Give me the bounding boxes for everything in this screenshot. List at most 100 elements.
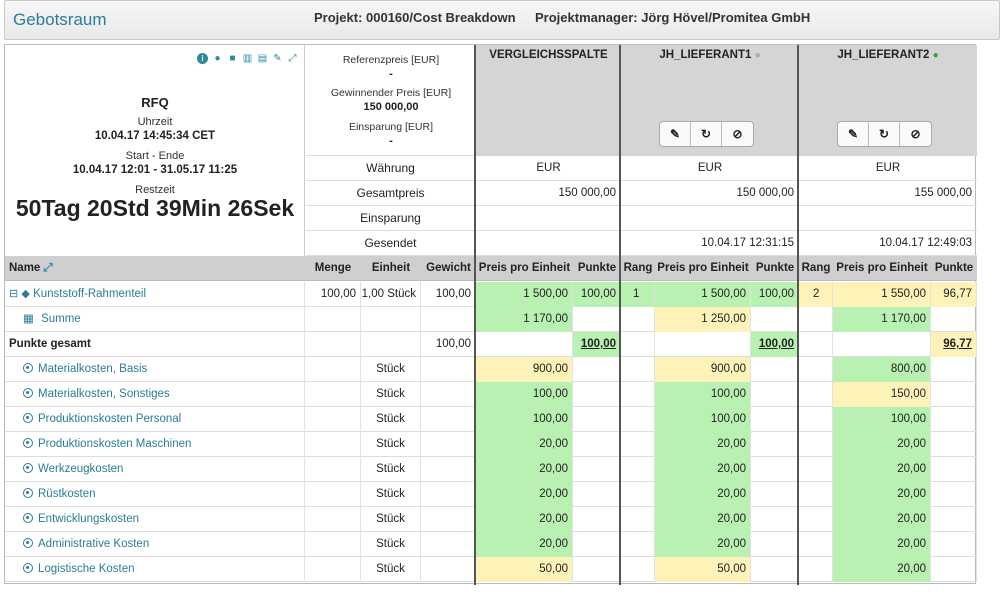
item-name-cell[interactable]: Werkzeugkosten: [5, 457, 305, 482]
edit-icon[interactable]: ✎: [838, 122, 869, 146]
empty-cell: [621, 407, 655, 432]
empty-cell: [799, 482, 833, 507]
main-item-name[interactable]: Kunststoff-Rahmenteil: [33, 288, 147, 300]
empty-cell: [421, 432, 476, 457]
savings-row-label: Einsparung: [306, 206, 476, 231]
item-name[interactable]: Entwicklungskosten: [38, 513, 139, 525]
empty-cell: [621, 357, 655, 382]
item-s2-price: 20,00: [833, 457, 931, 482]
bidding-room-panel: i ● ■ ▥ ▤ ✎ ⤢ RFQ Uhrzeit 10.04.17 14:45…: [4, 44, 977, 585]
supplier2-rank-header: Rang: [801, 262, 831, 274]
savings-value: -: [389, 135, 393, 147]
expand-circle-icon[interactable]: [23, 413, 33, 423]
supplier1-ppe-header: Preis pro Einheit: [657, 262, 749, 274]
compare-points-header: Punkte: [577, 262, 617, 274]
item-compare-price: 20,00: [476, 482, 573, 507]
item-compare-price: 20,00: [476, 432, 573, 457]
item-einheit: Stück: [361, 557, 421, 582]
cancel-icon[interactable]: ⊘: [910, 127, 921, 141]
empty-cell: [931, 557, 977, 582]
expand-circle-icon[interactable]: [23, 463, 33, 473]
supplier1-rank-header: Rang: [623, 262, 653, 274]
range-label: Start - Ende: [125, 150, 185, 162]
refresh-icon[interactable]: ↻: [691, 122, 722, 146]
item-name[interactable]: Produktionskosten Maschinen: [38, 438, 192, 450]
item-name-cell[interactable]: Entwicklungskosten: [5, 507, 305, 532]
main-item-cell[interactable]: ⊟ ◆ Kunststoff-Rahmenteil: [5, 282, 305, 307]
item-compare-price: 20,00: [476, 507, 573, 532]
item-name-cell[interactable]: Administrative Kosten: [5, 532, 305, 557]
empty-cell: [573, 407, 621, 432]
item-name[interactable]: Produktionskosten Personal: [38, 413, 182, 425]
expand-circle-icon[interactable]: [23, 563, 33, 573]
einheit-column-header: Einheit: [371, 262, 411, 274]
reference-price-label: Referenzpreis [EUR]: [342, 54, 440, 66]
app-title: Gebotsraum: [13, 10, 107, 29]
name-column-header[interactable]: Name ⤢: [9, 256, 53, 281]
empty-cell: [751, 557, 799, 582]
edit-icon[interactable]: ✎: [660, 122, 691, 146]
expand-circle-icon[interactable]: [23, 388, 33, 398]
item-einheit: Stück: [361, 432, 421, 457]
item-name[interactable]: Rüstkosten: [38, 488, 96, 500]
item-name[interactable]: Logistische Kosten: [38, 563, 135, 575]
chart-icon[interactable]: ▥: [242, 52, 253, 64]
main-s2-rank: 2: [799, 282, 833, 307]
main-s2-price: 1 550,00: [833, 282, 931, 307]
table-row: ▦ Summe 1 170,00 1 250,00 1 170,00: [5, 307, 977, 332]
compare-sent: [476, 231, 621, 256]
item-name-cell[interactable]: Produktionskosten Personal: [5, 407, 305, 432]
item-name[interactable]: Werkzeugkosten: [38, 463, 124, 475]
empty-cell: [573, 532, 621, 557]
document-icon[interactable]: ▤: [257, 52, 268, 64]
item-s1-price: 20,00: [655, 482, 751, 507]
item-einheit: Stück: [361, 382, 421, 407]
expand-icon[interactable]: ⤢: [288, 52, 297, 64]
name-header-label: Name: [9, 262, 41, 274]
refresh-icon[interactable]: ↻: [869, 122, 900, 146]
main-einheit: 1,00 Stück: [361, 282, 421, 307]
expand-circle-icon[interactable]: [23, 513, 33, 523]
item-s2-price: 100,00: [833, 407, 931, 432]
sent-label: Gesendet: [306, 231, 476, 256]
expand-circle-icon[interactable]: [23, 363, 33, 373]
empty-cell: [751, 432, 799, 457]
item-compare-price: 50,00: [476, 557, 573, 582]
item-name-cell[interactable]: Produktionskosten Maschinen: [5, 432, 305, 457]
column-divider: [474, 45, 476, 585]
table-row: Administrative Kosten Stück 20,00 20,00 20,0…: [5, 532, 977, 557]
item-name[interactable]: Administrative Kosten: [38, 538, 150, 550]
item-name[interactable]: Materialkosten, Basis: [38, 363, 148, 375]
item-s1-price: 20,00: [655, 457, 751, 482]
cancel-icon[interactable]: ⊘: [732, 127, 743, 141]
expand-circle-icon[interactable]: [23, 438, 33, 448]
chat-icon[interactable]: ●: [214, 52, 221, 64]
empty-cell: [573, 382, 621, 407]
empty-cell: [305, 382, 361, 407]
empty-cell: [799, 357, 833, 382]
empty-cell: [799, 432, 833, 457]
edit-icon[interactable]: ✎: [273, 52, 282, 64]
summe-s1: 1 250,00: [655, 307, 751, 332]
main-s1-points: 100,00: [751, 282, 799, 307]
empty-cell: [931, 482, 977, 507]
table-row: Materialkosten, Basis Stück 900,00 900,00 80…: [5, 357, 977, 382]
sort-icon[interactable]: ⤢: [43, 262, 53, 274]
item-name[interactable]: Materialkosten, Sonstiges: [38, 388, 170, 400]
item-name-cell[interactable]: Logistische Kosten: [5, 557, 305, 582]
table-row: Rüstkosten Stück 20,00 20,00 20,00: [5, 482, 977, 507]
expand-circle-icon[interactable]: [23, 538, 33, 548]
reference-block: Referenzpreis [EUR] - Gewinnender Preis …: [306, 45, 476, 156]
expand-circle-icon[interactable]: [23, 488, 33, 498]
item-name-cell[interactable]: Rüstkosten: [5, 482, 305, 507]
total-price-label: Gesamtpreis: [306, 181, 476, 206]
item-name-cell[interactable]: Materialkosten, Basis: [5, 357, 305, 382]
empty-cell: [621, 557, 655, 582]
info-icon[interactable]: i: [197, 53, 208, 64]
empty-cell: [751, 382, 799, 407]
collapse-icon[interactable]: ⊟: [9, 288, 19, 300]
column-divider: [619, 45, 621, 585]
empty-cell: [931, 532, 977, 557]
item-name-cell[interactable]: Materialkosten, Sonstiges: [5, 382, 305, 407]
video-icon[interactable]: ■: [229, 52, 236, 64]
